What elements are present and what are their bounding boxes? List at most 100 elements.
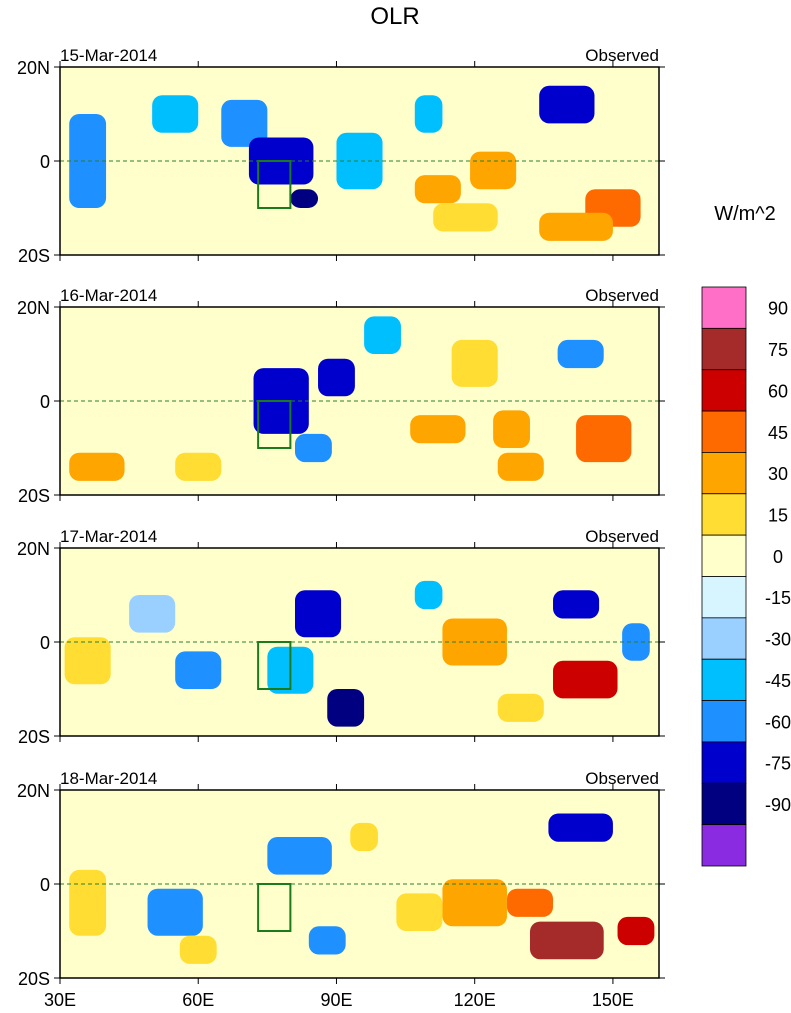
olr-anomaly-cell [442, 879, 507, 927]
colorbar-segment [701, 327, 747, 371]
colorbar-label: -90 [765, 795, 791, 815]
olr-anomaly-cell [553, 660, 618, 699]
y-tick-label: 0 [40, 875, 50, 895]
colorbar-label: 15 [768, 505, 788, 525]
panel-date: 15-Mar-2014 [60, 46, 157, 65]
colorbar-segment [701, 452, 747, 495]
olr-anomaly-cell [506, 888, 554, 917]
olr-anomaly-cell [290, 189, 319, 208]
panel-date: 18-Mar-2014 [60, 769, 157, 788]
y-tick-label: 20S [18, 727, 50, 747]
olr-anomaly-cell [617, 916, 655, 946]
olr-anomaly-cell [410, 415, 466, 444]
chart-title: OLR [370, 3, 419, 30]
olr-anomaly-cell [175, 452, 222, 481]
x-tick-label: 60E [182, 990, 214, 1010]
y-tick-label: 20N [17, 539, 50, 559]
region-box [257, 400, 292, 449]
colorbar-label: 0 [773, 547, 783, 567]
olr-anomaly-cell [529, 921, 604, 960]
olr-anomaly-cell [553, 590, 600, 619]
x-tick-label: 90E [320, 990, 352, 1010]
colorbar-label: -75 [765, 754, 791, 774]
olr-anomaly-cell [69, 114, 107, 208]
colorbar-label: 90 [768, 299, 788, 319]
panel-label: Observed [585, 46, 659, 65]
x-tick-label: 30E [44, 990, 76, 1010]
colorbar-segment [701, 410, 747, 453]
olr-anomaly-cell [294, 433, 332, 463]
colorbar-segment [701, 617, 747, 660]
olr-anomaly-cell [175, 651, 222, 689]
olr-anomaly-cell [364, 316, 401, 354]
colorbar-segment [701, 493, 747, 536]
olr-anomaly-cell [179, 935, 217, 964]
olr-anomaly-cell [221, 99, 268, 147]
olr-anomaly-cell [147, 888, 203, 936]
olr-anomaly-cell [470, 151, 517, 190]
colorbar-segment [701, 576, 747, 619]
olr-anomaly-cell [414, 175, 461, 204]
olr-anomaly-cell [350, 822, 378, 852]
colorbar-segment [701, 369, 747, 412]
olr-anomaly-cell [318, 358, 355, 397]
colorbar-segment [701, 824, 747, 867]
colorbar-segment [701, 534, 747, 577]
olr-anomaly-cell [69, 869, 107, 936]
olr-anomaly-cell [451, 339, 498, 387]
olr-anomaly-cell [539, 85, 595, 124]
panel-date: 16-Mar-2014 [60, 286, 157, 305]
colorbar-label: -15 [765, 588, 791, 608]
olr-anomaly-cell [64, 637, 111, 685]
olr-anomaly-cell [539, 212, 613, 241]
olr-anomaly-cell [267, 837, 332, 875]
y-tick-label: 20N [17, 781, 50, 801]
olr-anomaly-cell [414, 580, 443, 610]
y-tick-label: 20N [17, 58, 50, 78]
colorbar-label: -60 [765, 712, 791, 732]
colorbar-label: -30 [765, 630, 791, 650]
olr-anomaly-cell [327, 689, 365, 727]
x-tick-label: 150E [592, 990, 634, 1010]
colorbar-label: 60 [768, 381, 788, 401]
olr-anomaly-cell [336, 132, 383, 190]
olr-anomaly-cell [414, 95, 443, 133]
units-label: W/m^2 [714, 203, 776, 225]
y-tick-label: 20S [18, 969, 50, 989]
olr-anomaly-cell [396, 893, 443, 931]
region-box [257, 641, 292, 690]
panel-label: Observed [585, 769, 659, 788]
colorbar-segment [701, 700, 747, 743]
colorbar-label: 75 [768, 340, 788, 360]
y-tick-label: 20N [17, 298, 50, 318]
panel-label: Observed [585, 527, 659, 546]
panel-label: Observed [585, 286, 659, 305]
olr-anomaly-cell [308, 926, 346, 955]
colorbar-segment [701, 658, 747, 701]
olr-anomaly-cell [69, 452, 125, 481]
colorbar-label: 30 [768, 464, 788, 484]
colorbar-label: -45 [765, 671, 791, 691]
region-box [257, 883, 292, 932]
panel-background [60, 307, 659, 495]
olr-anomaly-cell [497, 452, 544, 481]
region-box [257, 160, 292, 209]
y-tick-label: 0 [40, 392, 50, 412]
olr-anomaly-cell [557, 339, 604, 369]
olr-anomaly-cell [493, 410, 530, 448]
olr-anomaly-cell [433, 203, 498, 232]
olr-anomaly-cell [548, 813, 613, 842]
y-tick-label: 0 [40, 633, 50, 653]
olr-anomaly-cell [294, 590, 342, 638]
olr-anomaly-cell [129, 595, 176, 633]
colorbar-label: 45 [768, 423, 788, 443]
y-tick-label: 20S [18, 486, 50, 506]
olr-anomaly-cell [576, 415, 632, 463]
x-tick-label: 120E [454, 990, 496, 1010]
y-tick-label: 20S [18, 246, 50, 266]
colorbar-segment [701, 782, 747, 826]
panel-date: 17-Mar-2014 [60, 527, 157, 546]
olr-anomaly-cell [497, 693, 544, 722]
colorbar-segment [701, 741, 747, 784]
